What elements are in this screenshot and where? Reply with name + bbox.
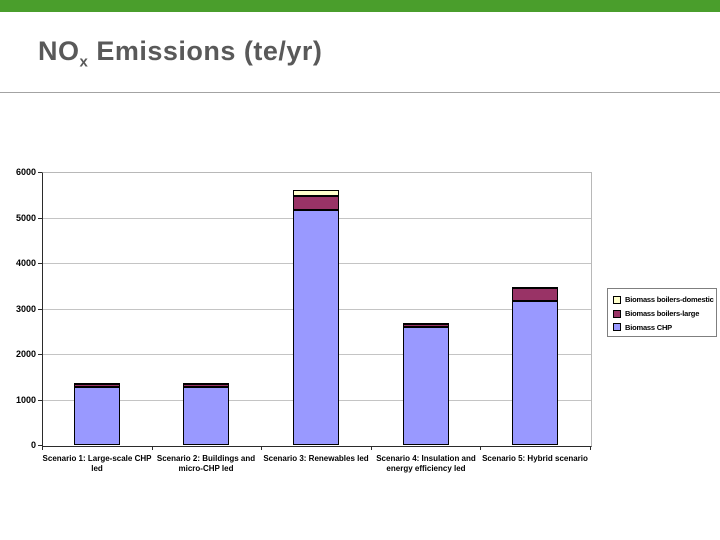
x-axis-tick <box>42 446 43 450</box>
category-label-line: micro-CHP led <box>178 464 234 473</box>
x-axis-tick <box>480 446 481 450</box>
chart-legend: Biomass boilers-domestic Biomass boilers-… <box>607 288 717 337</box>
bar-segment <box>403 327 449 445</box>
slide-top-accent-bar <box>0 0 720 12</box>
y-axis-tick-label: 5000 <box>15 213 36 223</box>
category-label: Scenario 1: Large-scale CHP led <box>32 454 162 474</box>
y-axis-tick-label: 6000 <box>15 167 36 177</box>
category-label-line: Scenario 5: Hybrid scenario <box>482 454 588 463</box>
page-title-subscript: x <box>79 53 89 71</box>
bar-segment <box>74 387 120 445</box>
category-label: Scenario 5: Hybrid scenario <box>470 454 600 464</box>
y-axis-tick <box>38 354 42 355</box>
y-axis-tick-label: 2000 <box>15 349 36 359</box>
category-label: Scenario 3: Renewables led <box>251 454 381 464</box>
y-axis-tick <box>38 445 42 446</box>
bar-segment <box>293 190 339 196</box>
page-title: NOx Emissions (te/yr) <box>38 36 322 70</box>
y-axis-tick <box>38 218 42 219</box>
legend-item-label: Biomass CHP <box>625 322 672 332</box>
legend-item: Biomass CHP <box>613 321 712 333</box>
category-label-line: Scenario 1: Large-scale CHP <box>42 454 152 463</box>
category-label: Scenario 4: Insulation and energy efficie… <box>361 454 491 474</box>
bar-segment <box>74 383 120 385</box>
legend-item-label: Biomass boilers-domestic <box>625 295 714 305</box>
bar-segment <box>512 288 558 301</box>
legend-item: Biomass boilers-large <box>613 308 712 320</box>
category-label-line: energy efficiency led <box>386 464 466 473</box>
bar-segment <box>183 383 229 385</box>
legend-color-swatch <box>613 323 621 332</box>
y-axis-tick <box>38 263 42 264</box>
y-axis-tick-label: 4000 <box>15 258 36 268</box>
title-divider <box>0 92 720 93</box>
category-label-line: led <box>91 464 103 473</box>
y-axis-tick <box>38 172 42 173</box>
bar-segment <box>293 196 339 210</box>
bar-segment <box>512 287 558 289</box>
legend-color-swatch <box>613 309 621 318</box>
legend-color-swatch <box>613 295 621 304</box>
y-axis-tick <box>38 309 42 310</box>
category-label-line: Scenario 3: Renewables led <box>263 454 369 463</box>
bar-segment <box>403 323 449 325</box>
y-axis-tick-label: 1000 <box>15 395 36 405</box>
page-title-prefix: NO <box>38 36 80 66</box>
bar-segment <box>293 210 339 445</box>
category-label-line: Scenario 4: Insulation and <box>376 454 476 463</box>
y-axis-tick-label: 0 <box>30 440 36 450</box>
x-axis-tick <box>152 446 153 450</box>
x-axis-tick <box>261 446 262 450</box>
legend-item: Biomass boilers-domestic <box>613 294 714 306</box>
category-label: Scenario 2: Buildings and micro-CHP led <box>141 454 271 474</box>
y-axis-tick <box>38 400 42 401</box>
bar-segment <box>183 387 229 445</box>
legend-item-label: Biomass boilers-large <box>625 309 700 318</box>
x-axis-tick <box>371 446 372 450</box>
y-axis-tick-label: 3000 <box>15 304 36 314</box>
page-title-suffix: Emissions (te/yr) <box>88 36 323 66</box>
category-label-line: Scenario 2: Buildings and <box>156 454 256 463</box>
bar-segment <box>512 301 558 445</box>
x-axis-tick <box>590 446 591 450</box>
